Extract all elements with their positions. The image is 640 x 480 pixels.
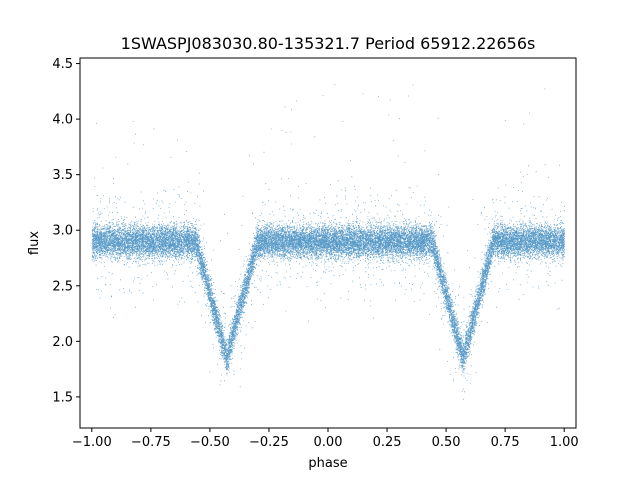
y-tick-label: 2.5 bbox=[52, 279, 73, 294]
x-tick-label: −1.00 bbox=[72, 435, 112, 450]
x-tick-label: 1.00 bbox=[550, 435, 579, 450]
scatter-points bbox=[91, 84, 566, 400]
x-axis: −1.00 −0.75 −0.50 −0.25 0.00 0.25 0.50 0.75 1.00 bbox=[72, 428, 579, 450]
x-tick-label: −0.25 bbox=[249, 435, 289, 450]
y-axis-label: flux bbox=[27, 231, 42, 255]
x-tick-label: 0.25 bbox=[373, 435, 402, 450]
y-tick-label: 3.5 bbox=[52, 168, 73, 183]
x-tick-label: 0.75 bbox=[491, 435, 520, 450]
x-tick-label: 0.50 bbox=[432, 435, 461, 450]
x-axis-label: phase bbox=[308, 456, 347, 471]
y-tick-label: 4.0 bbox=[52, 113, 73, 128]
data-point-cloud bbox=[91, 84, 566, 400]
y-tick-label: 4.5 bbox=[52, 57, 73, 72]
y-tick-label: 2.0 bbox=[52, 335, 73, 350]
x-tick-label: 0.00 bbox=[314, 435, 343, 450]
y-tick-label: 3.0 bbox=[52, 224, 73, 239]
y-tick-label: 1.5 bbox=[52, 390, 73, 405]
y-axis: 1.5 2.0 2.5 3.0 3.5 4.0 4.5 bbox=[52, 57, 80, 405]
x-tick-label: −0.75 bbox=[131, 435, 171, 450]
x-tick-label: −0.50 bbox=[190, 435, 230, 450]
chart-title: 1SWASPJ083030.80-135321.7 Period 65912.2… bbox=[121, 34, 536, 53]
